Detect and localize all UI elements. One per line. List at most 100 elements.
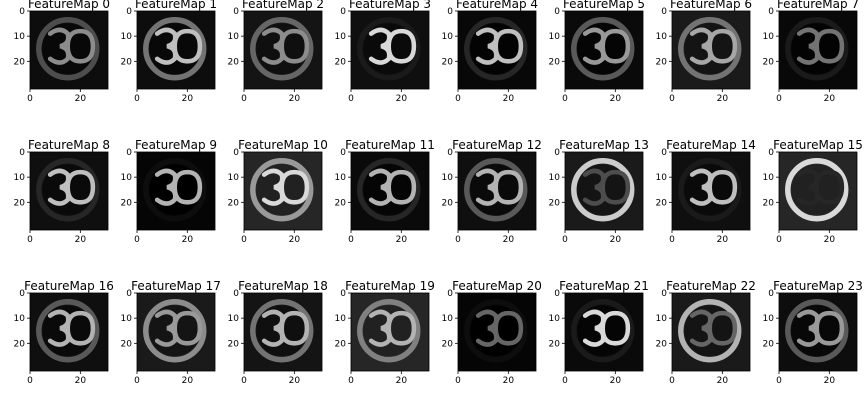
axes-frame — [136, 151, 216, 231]
axes-frame — [778, 151, 858, 231]
axes-frame — [350, 292, 430, 372]
y-tick-label: 10 — [14, 32, 26, 42]
x-tick-label: 0 — [134, 376, 140, 386]
y-tick-label: 10 — [763, 314, 775, 324]
y-tick-label: 20 — [228, 339, 240, 349]
digit-3-activation — [475, 168, 499, 206]
feature-map-image — [244, 152, 322, 230]
x-tick-label: 20 — [717, 376, 729, 386]
y-tick-label: 0 — [447, 148, 453, 158]
y-tick-label: 20 — [549, 57, 561, 67]
digit-0-activation — [600, 28, 631, 64]
panel-title: FeatureMap 1 — [135, 0, 217, 11]
x-tick-label: 20 — [610, 376, 622, 386]
x-tick-label: 0 — [669, 235, 675, 245]
feature-map-image — [30, 11, 108, 89]
axes-frame — [671, 151, 751, 231]
x-tick-label: 20 — [396, 94, 408, 104]
sign-ring-activation — [785, 158, 849, 222]
axes-frame — [671, 292, 751, 372]
panel-title: FeatureMap 22 — [666, 279, 756, 293]
sign-ring-activation — [36, 17, 100, 81]
sign-ring-activation — [250, 158, 314, 222]
digit-0-activation — [814, 310, 845, 346]
y-tick-label: 0 — [19, 7, 25, 17]
sign-ring-activation — [250, 17, 314, 81]
feature-map-image — [672, 152, 750, 230]
sign-ring-activation — [785, 17, 849, 81]
y-tick-label: 0 — [340, 148, 346, 158]
digit-3-activation — [582, 27, 606, 65]
digit-0-activation — [600, 310, 631, 346]
x-tick-label: 20 — [824, 235, 836, 245]
panel-title: FeatureMap 17 — [131, 279, 221, 293]
digit-3-activation — [475, 309, 499, 347]
x-tick-label: 0 — [241, 235, 247, 245]
axes-frame — [564, 10, 644, 90]
feature-map-image — [458, 293, 536, 371]
y-tick-label: 0 — [340, 7, 346, 17]
axes-frame — [29, 151, 109, 231]
digit-0-activation — [386, 28, 417, 64]
x-tick-label: 0 — [134, 235, 140, 245]
y-tick-label: 10 — [335, 173, 347, 183]
y-tick-label: 10 — [549, 32, 561, 42]
x-tick-label: 0 — [241, 376, 247, 386]
y-tick-label: 0 — [233, 7, 239, 17]
y-tick-label: 0 — [554, 289, 560, 299]
panel-title: FeatureMap 13 — [559, 138, 649, 152]
x-tick-label: 0 — [776, 376, 782, 386]
y-tick-label: 20 — [121, 339, 133, 349]
feature-map-image — [458, 152, 536, 230]
feature-map-image — [565, 11, 643, 89]
axes-frame — [136, 292, 216, 372]
axes-frame — [457, 151, 537, 231]
y-tick-label: 0 — [661, 148, 667, 158]
digit-3-activation — [368, 27, 392, 65]
panel-title: FeatureMap 9 — [135, 138, 217, 152]
y-tick-label: 0 — [233, 148, 239, 158]
x-tick-label: 0 — [776, 235, 782, 245]
x-tick-label: 20 — [610, 94, 622, 104]
panel-title: FeatureMap 20 — [452, 279, 542, 293]
sign-ring-activation — [464, 158, 528, 222]
y-tick-label: 10 — [656, 32, 668, 42]
y-tick-label: 20 — [121, 198, 133, 208]
digit-0-activation — [65, 28, 96, 64]
y-tick-label: 10 — [549, 314, 561, 324]
x-tick-label: 20 — [824, 94, 836, 104]
digit-3-activation — [47, 309, 71, 347]
feature-map-image — [672, 11, 750, 89]
digit-0-activation — [279, 310, 310, 346]
y-tick-label: 10 — [121, 173, 133, 183]
axes-frame — [457, 292, 537, 372]
y-tick-label: 20 — [442, 198, 454, 208]
feature-map-image — [351, 152, 429, 230]
axes-frame — [564, 292, 644, 372]
feature-map-image — [137, 11, 215, 89]
sign-ring-activation — [143, 299, 207, 363]
y-tick-label: 20 — [228, 198, 240, 208]
panel-title: FeatureMap 0 — [28, 0, 110, 11]
panel-title: FeatureMap 14 — [666, 138, 756, 152]
x-tick-label: 0 — [455, 235, 461, 245]
sign-ring-activation — [678, 299, 742, 363]
y-tick-label: 10 — [442, 32, 454, 42]
digit-3-activation — [689, 168, 713, 206]
sign-ring-activation — [357, 299, 421, 363]
digit-3-activation — [796, 309, 820, 347]
y-tick-label: 10 — [121, 314, 133, 324]
feature-map-image — [30, 293, 108, 371]
digit-3-activation — [689, 309, 713, 347]
y-tick-label: 20 — [763, 57, 775, 67]
y-tick-label: 10 — [656, 173, 668, 183]
x-tick-label: 0 — [562, 235, 568, 245]
digit-3-activation — [582, 168, 606, 206]
panel-title: FeatureMap 21 — [559, 279, 649, 293]
digit-0-activation — [279, 28, 310, 64]
y-tick-label: 10 — [228, 173, 240, 183]
digit-0-activation — [172, 310, 203, 346]
digit-3-activation — [154, 27, 178, 65]
feature-map-image — [565, 152, 643, 230]
